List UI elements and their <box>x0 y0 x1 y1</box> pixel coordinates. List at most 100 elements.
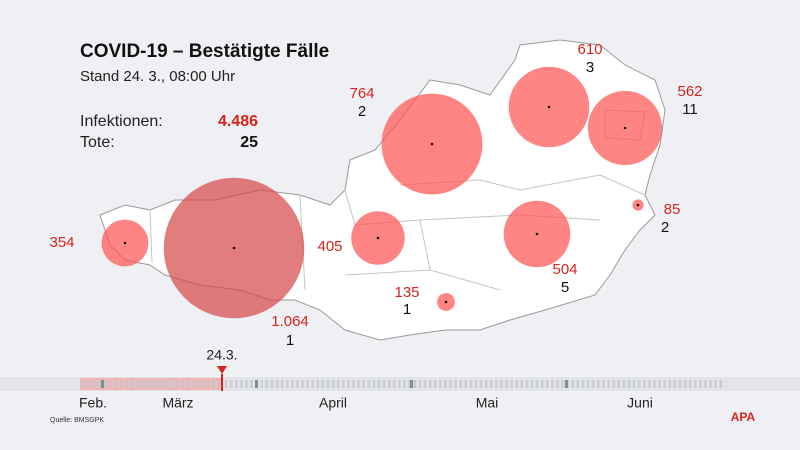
day-tick <box>163 380 167 388</box>
day-tick <box>561 380 564 388</box>
stat-value: 25 <box>240 134 258 151</box>
stat-value: 4.486 <box>218 113 258 130</box>
day-tick <box>632 380 636 388</box>
day-tick <box>87 380 90 388</box>
day-tick <box>454 380 457 388</box>
case-count: 562 <box>677 83 702 100</box>
day-tick <box>204 380 207 388</box>
day-tick <box>479 380 483 388</box>
day-tick <box>326 380 330 388</box>
day-tick <box>648 380 651 388</box>
day-tick <box>546 380 549 388</box>
day-tick <box>178 380 182 388</box>
bubble-center <box>444 300 448 304</box>
day-tick <box>597 380 600 388</box>
bubble-center <box>123 241 127 245</box>
day-tick <box>367 380 371 388</box>
day-tick <box>673 380 677 388</box>
day-tick <box>663 380 666 388</box>
month-label: Feb. <box>79 395 107 411</box>
day-tick <box>551 380 554 388</box>
day-tick <box>699 380 702 388</box>
day-tick <box>592 380 595 388</box>
timeline-marker <box>217 366 227 374</box>
day-tick <box>331 380 335 388</box>
day-tick <box>97 380 100 388</box>
day-tick <box>653 380 656 388</box>
subtitle: Stand 24. 3., 08:00 Uhr <box>80 68 235 85</box>
death-count: 5 <box>561 279 569 296</box>
day-tick <box>296 380 299 388</box>
day-tick <box>607 380 610 388</box>
day-tick <box>133 380 136 388</box>
day-tick <box>449 380 452 388</box>
day-tick <box>535 380 539 388</box>
stat-label: Tote: <box>80 134 115 151</box>
month-label: Juni <box>627 395 653 411</box>
day-tick <box>495 380 498 388</box>
day-tick <box>490 380 493 388</box>
bubble-center <box>547 105 551 109</box>
day-tick <box>408 380 411 388</box>
death-count: 11 <box>682 101 698 118</box>
day-tick <box>474 380 478 388</box>
day-tick <box>704 380 707 388</box>
day-tick <box>714 380 717 388</box>
day-tick <box>362 380 365 388</box>
case-count: 85 <box>664 201 681 218</box>
day-tick <box>245 380 248 388</box>
day-tick <box>530 380 534 388</box>
day-tick <box>439 380 442 388</box>
day-tick <box>158 380 161 388</box>
day-tick <box>709 380 712 388</box>
day-tick <box>377 380 381 388</box>
bubble-center <box>623 126 627 130</box>
day-tick <box>622 380 626 388</box>
day-tick <box>117 380 121 388</box>
day-tick <box>505 380 508 388</box>
day-tick <box>515 380 518 388</box>
day-tick <box>444 380 447 388</box>
day-tick <box>372 380 376 388</box>
day-tick <box>342 380 345 388</box>
day-tick <box>219 380 223 388</box>
timeline-marker-label: 24.3. <box>206 347 237 363</box>
day-tick <box>153 380 156 388</box>
day-tick <box>520 380 524 388</box>
day-tick <box>541 380 544 388</box>
day-tick <box>199 380 202 388</box>
day-tick <box>214 380 218 388</box>
day-tick <box>683 380 687 388</box>
day-tick <box>184 380 187 388</box>
day-tick <box>469 380 473 388</box>
bubble-center <box>376 236 380 240</box>
day-tick <box>240 380 243 388</box>
day-tick <box>306 380 309 388</box>
day-tick <box>260 380 263 388</box>
day-tick <box>280 380 284 388</box>
day-tick <box>433 380 437 388</box>
day-tick <box>678 380 682 388</box>
day-tick <box>586 380 590 388</box>
case-count: 135 <box>394 284 419 301</box>
day-tick <box>393 380 396 388</box>
case-count: 610 <box>577 41 602 58</box>
source: Quelle: BMSGPK <box>50 417 104 424</box>
day-tick <box>388 380 391 388</box>
day-tick <box>250 380 253 388</box>
day-tick <box>637 380 641 388</box>
day-tick <box>668 380 671 388</box>
death-count: 1 <box>286 332 294 349</box>
bubble-center <box>535 232 539 236</box>
day-tick <box>602 380 605 388</box>
day-tick <box>688 380 692 388</box>
day-tick <box>82 380 85 388</box>
death-count: 2 <box>358 103 366 120</box>
day-tick <box>571 380 575 388</box>
day-tick <box>423 380 427 388</box>
day-tick <box>617 380 620 388</box>
day-tick <box>209 380 212 388</box>
day-tick <box>352 380 355 388</box>
day-tick <box>321 380 325 388</box>
